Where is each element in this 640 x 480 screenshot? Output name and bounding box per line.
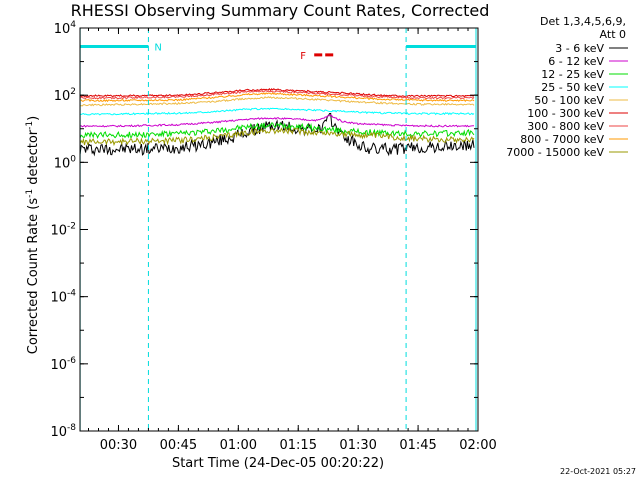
plot-lines — [79, 88, 475, 157]
annotations: NF — [79, 28, 477, 431]
legend-header-0: Det 1,3,4,5,6,9, — [540, 15, 626, 28]
y-tick-label-2: 100 — [54, 154, 77, 171]
legend-label-1: 6 - 12 keV — [548, 55, 604, 68]
series-line-5 — [79, 88, 475, 98]
timestamp: 22-Oct-2021 05:27 — [560, 467, 636, 476]
legend-label-8: 7000 - 15000 keV — [506, 146, 604, 159]
y-tick-label-3: 10-2 — [50, 222, 76, 239]
series-line-4 — [80, 96, 475, 107]
y-tick-label-6: 10-8 — [50, 423, 76, 440]
flare-label: F — [300, 51, 306, 62]
x-tick-label-3: 01:15 — [280, 438, 317, 453]
x-tick-label-4: 01:30 — [339, 438, 376, 453]
series-line-1 — [80, 114, 475, 128]
y-axis-label: Corrected Count Rate (s-1 detector-1) — [25, 116, 41, 354]
legend-label-2: 12 - 25 keV — [541, 68, 604, 81]
legend-label-6: 300 - 800 keV — [527, 120, 604, 133]
y-axis-label-main: Corrected Count Rate (s — [26, 198, 41, 355]
x-tick-label-0: 00:30 — [100, 438, 137, 453]
series-line-8 — [79, 126, 475, 147]
legend-label-0: 3 - 6 keV — [555, 42, 604, 55]
legend-label-7: 800 - 7000 keV — [520, 133, 604, 146]
x-tick-label-1: 00:45 — [160, 438, 197, 453]
series-line-0 — [79, 113, 475, 157]
chart-title: RHESSI Observing Summary Count Rates, Co… — [71, 1, 490, 20]
series-line-3 — [79, 107, 475, 116]
y-tick-label-0: 104 — [54, 20, 77, 37]
x-axis-label: Start Time (24-Dec-05 00:20:22) — [172, 456, 384, 471]
x-tick-label-2: 01:00 — [220, 438, 257, 453]
y-axis-label-sup2: -1 — [25, 121, 35, 130]
axes: 00:30 00:45 01:00 01:15 01:30 01:45 02:00 104 10… — [50, 20, 496, 453]
y-axis-label-end: ) — [26, 116, 41, 121]
y-tick-label-4: 10-4 — [50, 289, 76, 306]
series-line-7 — [79, 92, 475, 103]
y-axis-label-mid: detector — [26, 129, 41, 189]
x-tick-label-5: 01:45 — [399, 438, 436, 453]
y-axis-label-sup1: -1 — [25, 189, 35, 198]
plot-frame — [79, 27, 479, 432]
legend-header-1: Att 0 — [600, 28, 626, 41]
x-tick-label-6: 02:00 — [459, 438, 496, 453]
y-tick-label-5: 10-6 — [50, 356, 76, 373]
legend-label-4: 50 - 100 keV — [534, 94, 604, 107]
legend-label-5: 100 - 300 keV — [527, 107, 604, 120]
night-label: N — [154, 42, 161, 53]
series-line-2 — [79, 122, 475, 140]
legend-label-3: 25 - 50 keV — [541, 81, 604, 94]
y-tick-label-1: 102 — [54, 87, 76, 104]
series-line-6 — [79, 90, 475, 100]
